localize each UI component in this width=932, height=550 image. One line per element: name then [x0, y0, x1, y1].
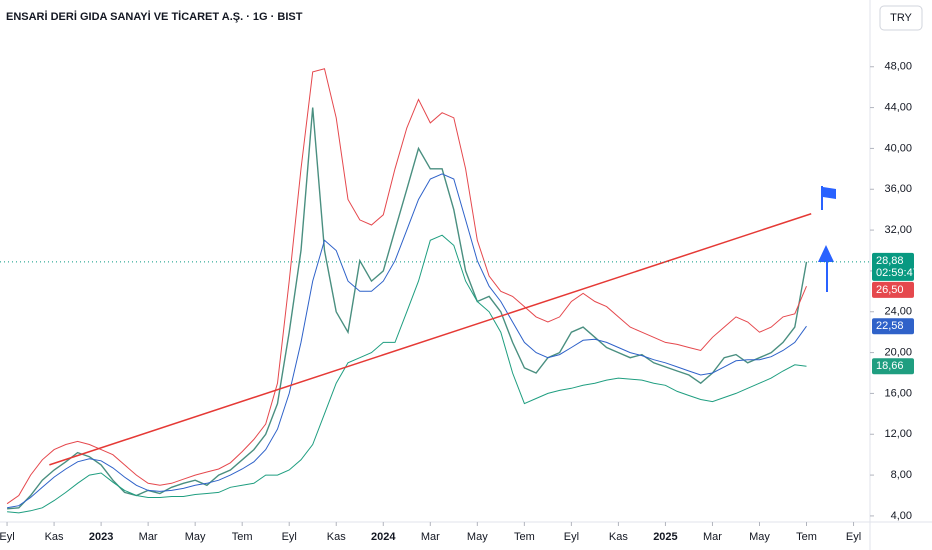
chart-title: ENSARİ DERİ GIDA SANAYİ VE TİCARET A.Ş. …	[6, 10, 303, 23]
x-tick-label: 2025	[653, 531, 677, 543]
y-tick-label: 44,00	[884, 101, 912, 113]
flag-pole	[821, 186, 823, 210]
series-line	[7, 173, 807, 509]
price-label: 18,66	[876, 360, 904, 372]
price-label: 26,50	[876, 284, 904, 296]
price-label: 22,58	[876, 320, 904, 332]
arrow-up	[818, 245, 834, 292]
x-tick-label: Mar	[139, 531, 158, 543]
y-tick-label: 16,00	[884, 387, 912, 399]
x-tick-label: 2024	[371, 531, 396, 543]
countdown: 02:59:47	[876, 267, 919, 279]
x-tick-label: Kas	[609, 531, 628, 543]
x-tick-label: 2023	[89, 531, 113, 543]
y-tick-label: 36,00	[884, 183, 912, 195]
currency-button[interactable]	[879, 5, 923, 31]
x-tick-label: Eyl	[0, 531, 15, 543]
y-tick-label: 48,00	[884, 61, 912, 73]
y-tick-label: 40,00	[884, 142, 912, 154]
price-label-box	[872, 318, 914, 335]
x-tick-label: Tem	[232, 531, 253, 543]
last-price-box	[872, 252, 914, 281]
flag	[823, 187, 836, 199]
series-line	[7, 107, 808, 510]
x-tick-label: Kas	[45, 531, 64, 543]
x-tick-label: May	[749, 531, 770, 543]
price-label-box	[872, 358, 914, 375]
x-tick-label: Eyl	[846, 531, 861, 543]
x-tick-label: Mar	[421, 531, 440, 543]
x-tick-label: Eyl	[564, 531, 579, 543]
last-price-label: 28,88	[876, 255, 904, 267]
series-line	[6, 68, 807, 505]
x-tick-label: Eyl	[282, 531, 297, 543]
y-tick-label: 4,00	[891, 510, 912, 522]
trendline	[49, 213, 812, 466]
y-tick-label: 24,00	[884, 306, 912, 318]
x-tick-label: Tem	[796, 531, 817, 543]
x-tick-label: May	[467, 531, 488, 543]
y-tick-label: 32,00	[884, 224, 912, 236]
price-label-box	[872, 281, 914, 298]
y-tick-label: 8,00	[891, 469, 912, 481]
y-tick-label: 20,00	[884, 346, 912, 358]
x-tick-label: May	[185, 531, 206, 543]
x-tick-label: Mar	[703, 531, 722, 543]
currency-label: TRY	[890, 12, 912, 24]
series-line	[7, 234, 807, 514]
x-tick-label: Tem	[514, 531, 535, 543]
x-tick-label: Kas	[327, 531, 346, 543]
y-tick-label: 12,00	[884, 428, 912, 440]
